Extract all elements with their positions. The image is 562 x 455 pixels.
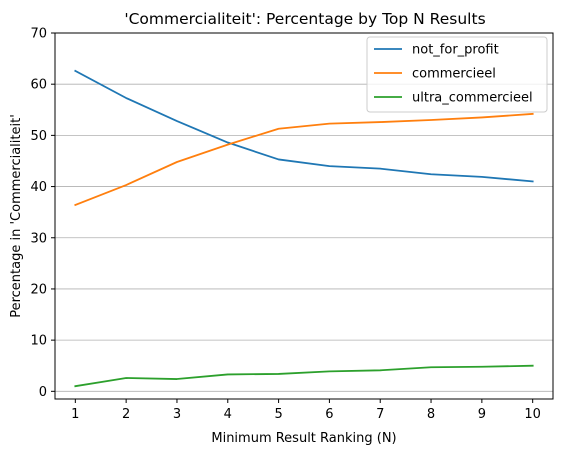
x-tick-label: 3 xyxy=(173,407,181,422)
x-tick-label: 4 xyxy=(224,407,232,422)
y-axis: 0 10 20 30 40 50 60 70 xyxy=(30,27,55,400)
y-tick-label: 50 xyxy=(30,129,47,144)
x-tick-label: 6 xyxy=(325,407,333,422)
x-tick-label: 5 xyxy=(274,407,282,422)
x-tick-label: 2 xyxy=(122,407,130,422)
x-axis: 1 2 3 4 5 6 7 8 9 10 xyxy=(71,399,541,422)
series-line-ultra-commercieel xyxy=(74,364,534,388)
x-tick-label: 8 xyxy=(427,407,435,422)
series-line-not-for-profit xyxy=(74,69,534,183)
y-tick-label: 10 xyxy=(30,334,47,349)
y-tick-label: 30 xyxy=(30,231,47,246)
x-tick-label: 7 xyxy=(376,407,384,422)
y-axis-title: Percentage in 'Commercialiteit' xyxy=(9,114,24,318)
y-tick-label: 70 xyxy=(30,27,47,42)
legend-label: not_for_profit xyxy=(412,43,499,58)
x-tick-label: 10 xyxy=(524,407,541,422)
series-line-commercieel xyxy=(74,112,534,207)
plot-frame xyxy=(54,32,554,400)
x-tick-label: 1 xyxy=(71,407,79,422)
series-lines xyxy=(74,69,534,388)
y-tick-label: 60 xyxy=(30,78,47,93)
chart-title: 'Commercialiteit': Percentage by Top N R… xyxy=(124,10,485,28)
x-tick-label: 9 xyxy=(478,407,486,422)
legend: not_for_profit commercieel ultra_commercie… xyxy=(366,36,548,113)
legend-label: commercieel xyxy=(412,67,496,82)
y-tick-label: 0 xyxy=(39,385,47,400)
x-axis-title: Minimum Result Ranking (N) xyxy=(211,431,396,446)
y-tick-label: 40 xyxy=(30,180,47,195)
legend-box xyxy=(366,36,548,113)
legend-label: ultra_commercieel xyxy=(412,91,533,106)
y-tick-label: 20 xyxy=(30,282,47,297)
